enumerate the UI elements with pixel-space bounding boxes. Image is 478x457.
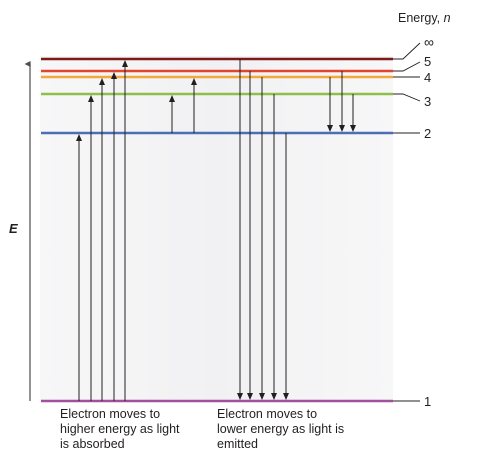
level-label-2: 2 xyxy=(424,126,432,141)
emission-arrow-2-to-1 xyxy=(283,133,289,400)
diagram-panel xyxy=(40,56,393,402)
level-leader-3 xyxy=(393,93,421,102)
caption-emitted: Electron moves to lower energy as light … xyxy=(217,407,345,451)
emission-arrow-infinity-to-1 xyxy=(237,59,243,400)
absorption-arrow-1-to-4 xyxy=(99,78,105,401)
caption-absorbed: Electron moves to higher energy as light… xyxy=(60,407,180,451)
energy-axis-label: E xyxy=(9,221,18,236)
absorption-arrow-2-to-3 xyxy=(169,95,175,133)
quantum-number-symbol: n xyxy=(443,11,451,25)
absorption-arrow-1-to-2 xyxy=(76,134,82,401)
absorption-arrow-1-to-3 xyxy=(88,95,94,401)
emission-arrow-5-to-2 xyxy=(339,71,345,132)
emission-arrow-5-to-1 xyxy=(247,71,253,400)
emission-arrow-4-to-2 xyxy=(327,77,333,132)
level-label-4: 4 xyxy=(424,70,432,85)
absorption-arrow-1-to-5 xyxy=(111,72,117,401)
level-label-infinity: ∞ xyxy=(424,34,434,50)
level-label-5: 5 xyxy=(424,54,432,69)
level-leader-5 xyxy=(393,61,421,72)
level-label-1: 1 xyxy=(424,394,432,409)
level-label-3: 3 xyxy=(424,94,432,109)
level-leader-infinity xyxy=(393,42,421,60)
energy-heading: Energy, n xyxy=(398,11,451,26)
energy-label: Energy, xyxy=(398,11,444,25)
emission-arrow-3-to-1 xyxy=(271,94,277,400)
emission-arrow-4-to-1 xyxy=(259,77,265,400)
absorption-arrow-2-to-4 xyxy=(191,78,197,133)
absorption-arrow-1-to-infinity xyxy=(122,60,128,401)
emission-arrow-3-to-2 xyxy=(350,94,356,132)
